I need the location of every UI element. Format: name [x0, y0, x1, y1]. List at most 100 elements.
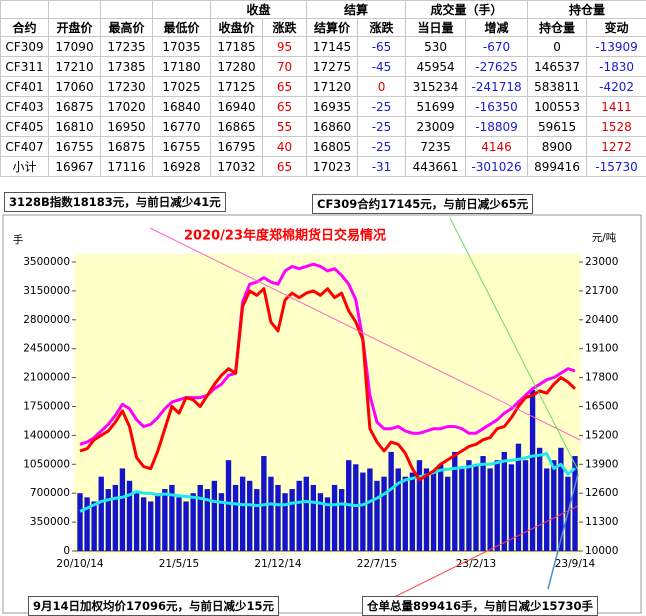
volume-bar — [254, 489, 260, 551]
chart-title: 2020/23年度郑棉期货日交易情况 — [184, 228, 386, 244]
volume-bar — [409, 472, 416, 551]
cell: 16935 — [306, 96, 359, 117]
cell: -18809 — [465, 116, 529, 137]
cell: CF403 — [0, 96, 49, 117]
volume-bar — [204, 489, 210, 551]
volume-bar — [515, 443, 522, 551]
cell: 45954 — [405, 56, 467, 77]
x-tick-label: 22/7/15 — [357, 558, 397, 570]
volume-bar — [98, 476, 104, 551]
cell: 17032 — [210, 156, 263, 177]
series-line — [79, 262, 576, 446]
series-line — [79, 287, 577, 482]
volume-bar — [544, 468, 550, 551]
x-tick-label: 20/10/14 — [56, 558, 103, 570]
cell: -16350 — [465, 96, 529, 117]
cell: 17280 — [210, 56, 263, 77]
volume-bar — [105, 489, 111, 551]
cell: CF405 — [0, 116, 49, 137]
column-header: 持仓量 — [527, 18, 588, 37]
cell: 95 — [261, 36, 308, 57]
x-tick-label: 21/12/14 — [254, 558, 301, 570]
y-tick-label: 700000 — [30, 487, 70, 499]
cell: 899416 — [527, 156, 588, 177]
cell: 17020 — [100, 96, 153, 117]
cell: 16950 — [100, 116, 153, 137]
x-tick-label: 21/5/15 — [159, 558, 199, 570]
volume-bar — [183, 501, 189, 551]
header-cell — [0, 0, 49, 19]
pointer-arrow — [547, 473, 579, 590]
cell: CF401 — [0, 76, 49, 97]
cell: 65 — [261, 76, 308, 97]
volume-bar — [190, 493, 196, 551]
volume-bar — [331, 484, 338, 551]
cell: -301026 — [465, 156, 529, 177]
cell: 100553 — [527, 96, 588, 117]
cell: -31 — [357, 156, 407, 177]
cell: 16795 — [210, 136, 263, 157]
y-tick-label: 2800000 — [23, 314, 70, 326]
y-tick-label: 2450000 — [23, 343, 70, 355]
header-cell — [100, 0, 153, 19]
y2-tick-label: 19100 — [585, 343, 618, 355]
cell: 17210 — [48, 56, 101, 77]
y2-tick-label: 13900 — [585, 458, 618, 470]
cell: 17060 — [48, 76, 101, 97]
cell: 17025 — [152, 76, 211, 97]
cell: -15730 — [586, 156, 646, 177]
volume-bar — [162, 489, 168, 551]
group-header: 持仓量 — [527, 0, 646, 19]
cell: 16770 — [152, 116, 211, 137]
y2-tick-label: 10000 — [585, 545, 618, 557]
header-cell — [48, 0, 101, 19]
y-tick-label: 2100000 — [23, 372, 70, 384]
volume-bar — [360, 472, 366, 551]
header-row: 收盘 结算 成交量（手） 持仓量 — [0, 0, 646, 19]
volume-bar — [402, 476, 408, 551]
volume-bar — [501, 451, 507, 551]
group-header: 结算 — [306, 0, 407, 19]
cell: 17235 — [100, 36, 153, 57]
volume-bar — [324, 497, 331, 551]
data-row: CF401 17060 17230 17025 17125 65 17120 0 315234-… — [0, 76, 646, 97]
volume-bar — [112, 484, 119, 551]
cell: -65 — [357, 36, 407, 57]
cell: 8900 — [527, 136, 588, 157]
cell: -25 — [357, 96, 407, 117]
volume-bar — [317, 493, 324, 551]
volume-bar — [148, 501, 154, 551]
cell: 530 — [405, 36, 467, 57]
volume-bar — [551, 460, 557, 551]
volume-bar — [77, 493, 83, 551]
cell: 16860 — [306, 116, 359, 137]
data-row: CF311 17210 17385 17180 17280 70 17275 -45 45954… — [0, 56, 646, 77]
cell: 1528 — [586, 116, 646, 137]
volume-bar — [155, 493, 161, 551]
group-header: 收盘 — [209, 0, 308, 19]
cell: 315234 — [405, 76, 467, 97]
volume-bar — [268, 476, 274, 551]
column-header: 合约 — [0, 18, 49, 37]
cell: 0 — [527, 36, 588, 57]
y2-tick-label: 11300 — [585, 516, 618, 528]
volume-bar — [232, 484, 239, 551]
cell: 583811 — [527, 76, 588, 97]
y-tick-label: 1050000 — [23, 458, 70, 470]
volume-bar — [423, 468, 430, 551]
cell: 443661 — [405, 156, 467, 177]
column-header: 结算价 — [306, 18, 359, 37]
cell: 17385 — [100, 56, 153, 77]
y-tick-label: 0 — [63, 545, 70, 557]
volume-bar — [572, 456, 578, 551]
cell: 17120 — [306, 76, 359, 97]
y-tick-label: 1400000 — [23, 429, 70, 441]
cell: 16810 — [48, 116, 101, 137]
volume-bar — [218, 493, 225, 551]
y-tick-label: 3150000 — [23, 285, 70, 297]
volume-bar — [480, 456, 486, 551]
volume-bar — [536, 447, 543, 551]
cell: 7235 — [405, 136, 467, 157]
cell: 65 — [261, 96, 308, 117]
column-header: 收盘价 — [210, 18, 263, 37]
